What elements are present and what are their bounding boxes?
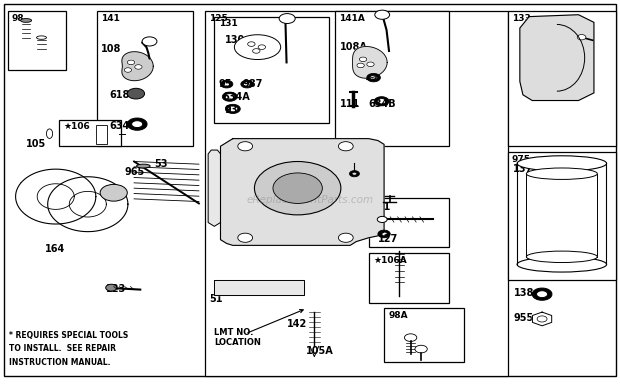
Text: 987: 987 <box>242 79 262 89</box>
Bar <box>215 17 329 123</box>
Polygon shape <box>215 280 304 295</box>
Circle shape <box>127 88 144 99</box>
Text: 98A: 98A <box>388 311 408 320</box>
Text: 975: 975 <box>512 155 531 164</box>
Text: 137: 137 <box>513 164 533 174</box>
Circle shape <box>238 142 252 151</box>
Polygon shape <box>533 312 552 326</box>
Text: 51: 51 <box>210 294 223 304</box>
Bar <box>335 11 449 146</box>
Text: 98: 98 <box>12 13 25 23</box>
Text: 105: 105 <box>26 139 46 149</box>
Circle shape <box>142 37 157 46</box>
Bar <box>369 253 449 303</box>
Text: 142: 142 <box>286 318 307 329</box>
Text: 138: 138 <box>514 288 534 298</box>
Circle shape <box>273 173 322 204</box>
Text: 127: 127 <box>378 233 398 243</box>
Circle shape <box>252 49 260 53</box>
Circle shape <box>247 42 255 46</box>
Circle shape <box>367 62 374 66</box>
Text: 965: 965 <box>125 167 145 177</box>
Circle shape <box>135 65 142 69</box>
Bar <box>7 11 66 70</box>
Text: 634: 634 <box>109 121 130 131</box>
Ellipse shape <box>526 251 597 263</box>
Bar <box>96 125 107 144</box>
Circle shape <box>124 68 131 72</box>
Circle shape <box>258 45 265 50</box>
Ellipse shape <box>517 257 606 272</box>
Polygon shape <box>16 169 96 224</box>
Circle shape <box>577 35 586 40</box>
Text: 634A: 634A <box>223 93 250 103</box>
Text: 105A: 105A <box>306 346 334 356</box>
Text: 95: 95 <box>365 72 378 82</box>
Circle shape <box>360 57 367 61</box>
Text: 93: 93 <box>225 106 238 116</box>
Circle shape <box>537 316 547 322</box>
Text: 618: 618 <box>109 90 130 100</box>
Bar <box>97 11 193 146</box>
Ellipse shape <box>20 18 32 22</box>
Bar <box>508 11 616 146</box>
Circle shape <box>339 233 353 242</box>
Text: 141A: 141A <box>339 13 365 23</box>
Circle shape <box>254 162 341 215</box>
Polygon shape <box>122 52 153 81</box>
Text: 111: 111 <box>340 99 360 109</box>
Circle shape <box>339 142 353 151</box>
Circle shape <box>279 13 295 23</box>
Ellipse shape <box>46 129 53 139</box>
Text: 123: 123 <box>106 284 126 294</box>
Text: 133: 133 <box>512 13 531 23</box>
Text: 611: 611 <box>371 202 391 212</box>
Polygon shape <box>353 46 387 78</box>
Text: 51A: 51A <box>19 182 40 192</box>
Text: LMT NO.
LOCATION: LMT NO. LOCATION <box>215 328 261 347</box>
Text: ★106A: ★106A <box>373 256 407 265</box>
Text: 94: 94 <box>373 200 386 209</box>
Text: eReplacementParts.com: eReplacementParts.com <box>246 195 374 205</box>
Text: * REQUIRES SPECIAL TOOLS
TO INSTALL.  SEE REPAIR
INSTRUCTION MANUAL.: * REQUIRES SPECIAL TOOLS TO INSTALL. SEE… <box>9 331 128 367</box>
Text: 108: 108 <box>102 44 122 54</box>
Circle shape <box>105 284 117 291</box>
Text: 955: 955 <box>514 313 534 323</box>
Bar <box>369 198 449 247</box>
Bar <box>508 152 616 280</box>
Ellipse shape <box>37 36 46 39</box>
Text: 130: 130 <box>225 35 245 45</box>
Circle shape <box>127 60 135 65</box>
Circle shape <box>238 233 252 242</box>
Circle shape <box>375 10 389 19</box>
Ellipse shape <box>517 156 606 171</box>
Text: 131: 131 <box>219 19 237 28</box>
Bar <box>59 119 120 146</box>
Text: 108A: 108A <box>340 42 368 52</box>
Text: 104: 104 <box>563 35 583 45</box>
Polygon shape <box>221 139 384 245</box>
Text: 141: 141 <box>102 13 120 23</box>
Ellipse shape <box>136 164 150 168</box>
Text: 125: 125 <box>210 13 228 23</box>
Ellipse shape <box>234 35 281 60</box>
Bar <box>384 308 464 362</box>
Polygon shape <box>48 177 128 232</box>
Circle shape <box>100 184 127 201</box>
Ellipse shape <box>526 168 597 179</box>
Text: ★106: ★106 <box>63 122 90 131</box>
Text: 147: 147 <box>348 174 368 184</box>
Text: 634B: 634B <box>369 99 396 109</box>
Circle shape <box>378 217 387 222</box>
Text: 95: 95 <box>219 79 232 89</box>
Text: 164: 164 <box>45 244 65 254</box>
Bar <box>205 11 508 376</box>
Polygon shape <box>520 15 594 101</box>
Text: 53: 53 <box>154 159 168 169</box>
Circle shape <box>357 63 365 68</box>
Polygon shape <box>208 150 221 226</box>
Circle shape <box>404 334 417 341</box>
Circle shape <box>415 345 427 353</box>
